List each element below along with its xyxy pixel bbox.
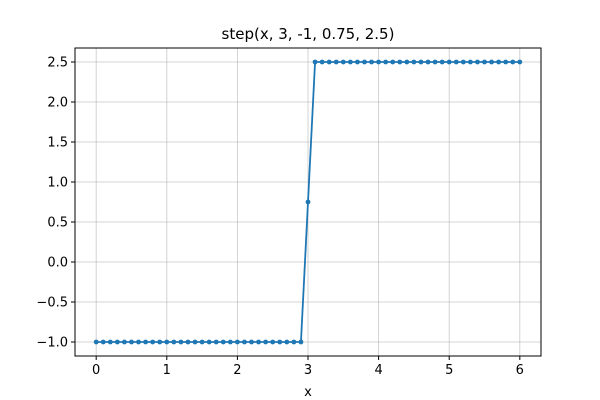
data-point	[270, 339, 276, 345]
data-point	[213, 339, 219, 345]
data-point	[418, 59, 424, 65]
data-point	[178, 339, 184, 345]
data-point	[171, 339, 177, 345]
data-point	[439, 59, 445, 65]
data-point	[482, 59, 487, 65]
data-point	[298, 339, 304, 345]
data-point	[284, 339, 290, 345]
tick-layer: 0 1 2 3 4 5 6 −1.0 −0.5 0.0 0.5 1.0 1.5 2.0 2.5	[36, 56, 524, 379]
series-layer	[93, 59, 523, 345]
x-tick-label: 1	[163, 363, 171, 378]
data-point	[185, 339, 191, 345]
data-point	[390, 59, 396, 65]
data-point	[122, 339, 127, 345]
data-point	[107, 339, 113, 345]
data-point	[411, 59, 417, 65]
data-point	[220, 339, 226, 345]
data-point	[376, 59, 382, 65]
data-point	[517, 59, 523, 65]
y-tick-label: 2.5	[47, 56, 68, 71]
y-tick-label: −1.0	[36, 336, 68, 351]
data-point	[510, 59, 516, 65]
data-point	[467, 59, 473, 65]
y-tick-label: −0.5	[36, 296, 68, 311]
data-point	[333, 59, 339, 65]
data-point	[143, 339, 149, 345]
data-point	[503, 59, 509, 65]
data-point	[249, 339, 254, 345]
data-point	[129, 339, 134, 345]
data-point	[496, 59, 502, 65]
data-point	[475, 59, 480, 65]
data-point	[150, 339, 156, 345]
data-point	[263, 339, 269, 345]
data-point	[164, 339, 170, 345]
data-point	[404, 59, 410, 65]
grid-layer	[75, 48, 541, 356]
data-point	[453, 59, 459, 65]
data-point	[256, 339, 261, 345]
data-point	[340, 59, 346, 65]
data-point	[114, 339, 120, 345]
data-point	[397, 59, 403, 65]
data-point	[460, 59, 466, 65]
data-point	[326, 59, 332, 65]
y-tick-label: 1.0	[47, 176, 68, 191]
data-point	[432, 59, 438, 65]
data-point	[291, 339, 297, 345]
data-point	[157, 339, 163, 345]
chart-title: step(x, 3, -1, 0.75, 2.5)	[222, 25, 395, 43]
data-point	[100, 339, 106, 345]
data-point	[305, 199, 311, 205]
data-point	[312, 59, 318, 65]
data-point	[242, 339, 247, 345]
y-tick-label: 2.0	[47, 96, 68, 111]
x-tick-label: 4	[374, 363, 382, 378]
data-point	[425, 59, 431, 65]
data-point	[93, 339, 99, 345]
data-point	[199, 339, 205, 345]
data-point	[136, 339, 141, 345]
data-point	[234, 339, 240, 345]
data-point	[383, 59, 389, 65]
data-point	[446, 59, 452, 65]
x-tick-label: 3	[304, 363, 312, 378]
data-point	[192, 339, 198, 345]
data-point	[277, 339, 283, 345]
x-tick-label: 2	[233, 363, 241, 378]
data-point	[206, 339, 212, 345]
x-tick-label: 6	[516, 363, 524, 378]
data-point	[319, 59, 325, 65]
y-tick-label: 0.5	[47, 216, 68, 231]
data-point	[347, 59, 353, 65]
y-tick-label: 1.5	[47, 136, 68, 151]
data-point	[362, 59, 367, 65]
y-tick-label: 0.0	[47, 256, 68, 271]
data-point	[227, 339, 233, 345]
x-tick-label: 0	[92, 363, 100, 378]
x-tick-label: 5	[445, 363, 453, 378]
data-point	[369, 59, 374, 65]
data-point	[355, 59, 360, 65]
data-point	[489, 59, 494, 65]
x-axis-label: x	[304, 385, 312, 400]
